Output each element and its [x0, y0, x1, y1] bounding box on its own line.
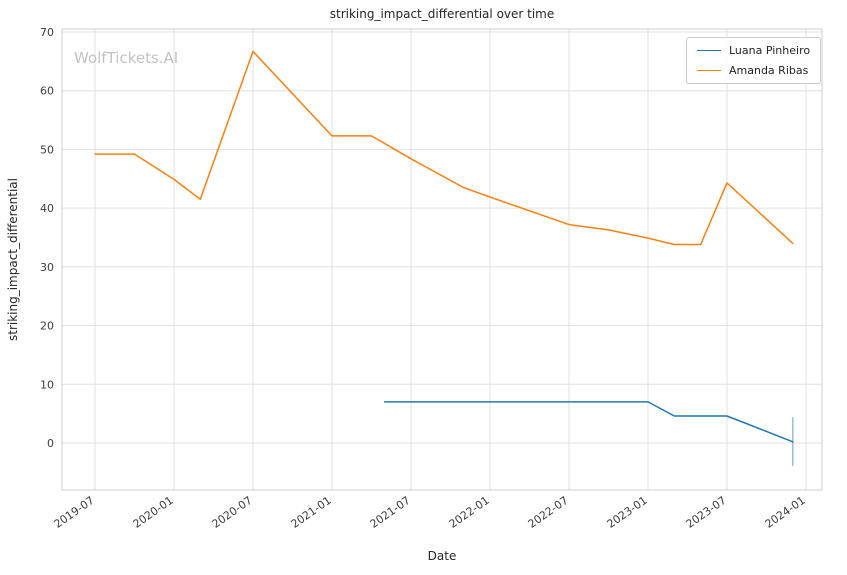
x-tick-label: 2022-01: [447, 494, 492, 531]
legend-item: Amanda Ribas: [697, 64, 810, 77]
legend-label: Luana Pinheiro: [729, 44, 811, 57]
x-tick-label: 2022-07: [526, 494, 571, 531]
x-tick-label: 2019-07: [52, 494, 97, 531]
y-tick-label: 40: [40, 202, 54, 215]
x-tick-label: 2020-07: [210, 494, 255, 531]
x-tick-label: 2021-01: [289, 494, 334, 531]
x-tick-label: 2021-07: [368, 494, 413, 531]
legend-line-sample: [697, 50, 721, 51]
x-tick-label: 2024-01: [763, 494, 808, 531]
watermark: WolfTickets.AI: [74, 49, 179, 67]
legend-line-sample: [697, 70, 721, 71]
y-tick-label: 20: [40, 320, 54, 333]
series-line-0: [383, 401, 794, 443]
y-tick-label: 60: [40, 85, 54, 98]
y-axis-label: striking_impact_differential: [6, 178, 20, 342]
x-tick-label: 2023-01: [605, 494, 650, 531]
y-tick-label: 70: [40, 26, 54, 39]
chart-title: striking_impact_differential over time: [329, 7, 555, 21]
legend: Luana Pinheiro Amanda Ribas: [686, 37, 822, 84]
x-tick-label: 2020-01: [131, 494, 176, 531]
legend-label: Amanda Ribas: [729, 64, 809, 77]
x-tick-label: 2023-07: [684, 494, 729, 531]
x-axis-label: Date: [427, 549, 457, 563]
plot-border: [61, 28, 823, 491]
y-tick-label: 10: [40, 378, 54, 391]
legend-item: Luana Pinheiro: [697, 44, 810, 57]
y-tick-label: 0: [47, 437, 54, 450]
y-tick-label: 30: [40, 261, 54, 274]
series-line-1: [94, 50, 794, 246]
y-tick-label: 50: [40, 143, 54, 156]
